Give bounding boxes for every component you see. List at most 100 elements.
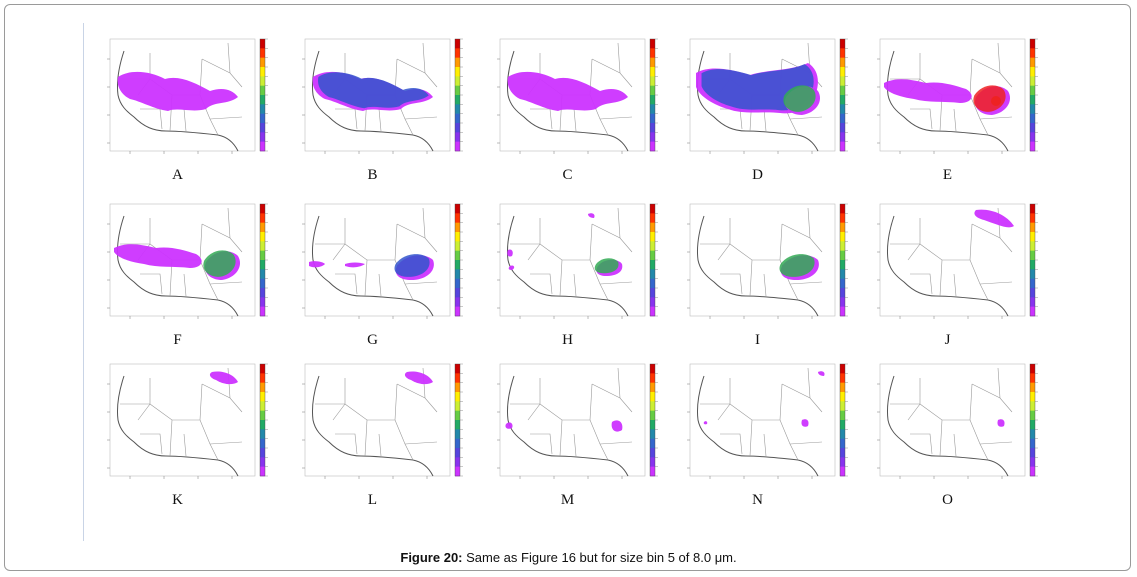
country-borders xyxy=(510,367,633,461)
colorbar-step xyxy=(1030,382,1035,393)
panel-letter: E xyxy=(942,167,953,183)
colorbar-step xyxy=(650,401,655,411)
colorbar-step xyxy=(1030,306,1035,317)
colorbar-step xyxy=(455,260,460,270)
colorbar-step xyxy=(260,278,265,289)
colorbar-step xyxy=(650,373,655,383)
colorbar-step xyxy=(840,141,845,152)
coastline xyxy=(697,50,819,152)
coastline xyxy=(697,375,819,477)
colorbar-step xyxy=(650,104,655,114)
side-rule xyxy=(83,23,84,541)
colorbar-step xyxy=(650,141,655,152)
colorbar-step xyxy=(1030,457,1035,467)
colorbar-step xyxy=(455,364,460,374)
map-panel-k: K xyxy=(100,360,275,509)
colorbar-step xyxy=(260,382,265,393)
colorbar-step xyxy=(840,57,845,68)
map-svg xyxy=(302,38,463,154)
map-group xyxy=(497,363,646,479)
plume-core-east-oval xyxy=(394,254,430,277)
colorbar-step xyxy=(260,104,265,114)
coastline xyxy=(887,50,1009,152)
colorbar-step xyxy=(650,57,655,68)
colorbar-step xyxy=(455,113,460,124)
colorbar-step xyxy=(260,213,265,223)
colorbar-step xyxy=(650,466,655,477)
colorbar-step xyxy=(455,123,460,133)
colorbar-step xyxy=(1030,410,1035,421)
colorbar-step xyxy=(1030,48,1035,58)
plume-west-streak xyxy=(309,261,365,268)
map-svg xyxy=(497,363,658,479)
colorbar-step xyxy=(650,67,655,77)
colorbar-step xyxy=(455,420,460,430)
colorbar-step xyxy=(455,48,460,58)
coastline xyxy=(117,375,239,477)
colorbar-step xyxy=(650,250,655,261)
colorbar-step xyxy=(260,438,265,449)
colorbar-step xyxy=(840,392,845,402)
colorbar-step xyxy=(840,278,845,289)
colorbar-step xyxy=(1030,260,1035,270)
colorbar-step xyxy=(1030,104,1035,114)
map-panel-a: A xyxy=(100,35,275,184)
map-panel-n: N xyxy=(680,360,855,509)
coastline xyxy=(117,215,239,317)
panel-letter: G xyxy=(367,332,378,348)
colorbar-step xyxy=(260,57,265,68)
colorbar-step xyxy=(260,288,265,298)
colorbar-step xyxy=(455,288,460,298)
colorbar-step xyxy=(260,76,265,86)
map-svg xyxy=(302,203,463,319)
colorbar-step xyxy=(1030,288,1035,298)
colorbar-step xyxy=(650,232,655,242)
plume-band-partial xyxy=(884,79,972,103)
map-group xyxy=(497,38,646,154)
panel-letter: I xyxy=(755,332,760,348)
colorbar-step xyxy=(260,113,265,124)
colorbar-step xyxy=(455,241,460,251)
colorbar-step xyxy=(260,95,265,105)
colorbar-step xyxy=(650,85,655,96)
country-borders xyxy=(700,367,823,461)
colorbar-step xyxy=(1030,392,1035,402)
colorbar-step xyxy=(260,232,265,242)
colorbar-step xyxy=(650,76,655,86)
colorbar-step xyxy=(1030,222,1035,233)
colorbar-step xyxy=(840,373,845,383)
colorbar-step xyxy=(650,39,655,49)
plume-northeast-small xyxy=(404,371,433,385)
panel-letter: A xyxy=(172,167,183,183)
plume-core-east-core xyxy=(203,250,236,277)
figure-caption: Figure 20: Same as Figure 16 but for siz… xyxy=(5,550,1132,565)
colorbar-step xyxy=(840,288,845,298)
colorbar-step xyxy=(840,438,845,449)
colorbar-step xyxy=(260,466,265,477)
map-group xyxy=(107,363,256,479)
colorbar-step xyxy=(650,297,655,307)
colorbar-step xyxy=(840,297,845,307)
colorbar-step xyxy=(260,429,265,439)
coastline xyxy=(507,50,629,152)
coastline xyxy=(117,50,239,152)
plume-spot-single xyxy=(997,419,1005,427)
colorbar-step xyxy=(1030,76,1035,86)
map-panel-i: I xyxy=(680,200,855,349)
colorbar-step xyxy=(455,392,460,402)
colorbar-step xyxy=(455,457,460,467)
colorbar-step xyxy=(840,67,845,77)
colorbar-step xyxy=(455,67,460,77)
colorbar-step xyxy=(1030,364,1035,374)
colorbar-step xyxy=(1030,67,1035,77)
map-svg xyxy=(687,363,848,479)
colorbar-step xyxy=(650,260,655,270)
colorbar-step xyxy=(260,250,265,261)
panel-letter: L xyxy=(367,492,378,508)
colorbar-step xyxy=(260,67,265,77)
plume-core-east-oval xyxy=(779,254,815,277)
plume-core-east-core xyxy=(783,85,816,112)
colorbar-step xyxy=(455,204,460,214)
colorbar-step xyxy=(840,48,845,58)
colorbar-step xyxy=(840,429,845,439)
